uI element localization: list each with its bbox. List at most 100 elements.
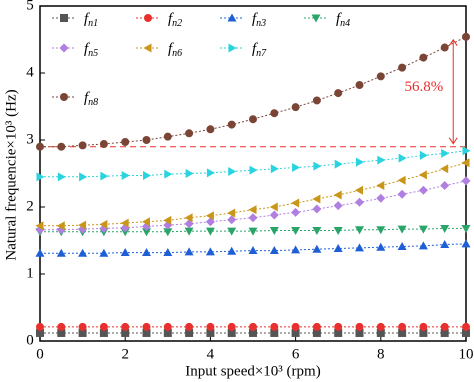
marker bbox=[355, 81, 364, 90]
marker bbox=[121, 171, 130, 181]
marker bbox=[462, 32, 470, 41]
marker bbox=[270, 322, 279, 331]
marker bbox=[56, 225, 66, 235]
legend-label: fn5 bbox=[84, 41, 98, 59]
marker bbox=[163, 132, 172, 141]
annotation: 56.8% bbox=[404, 79, 443, 95]
marker bbox=[205, 211, 214, 221]
marker bbox=[163, 248, 173, 257]
marker bbox=[36, 142, 44, 151]
marker bbox=[205, 247, 215, 256]
marker bbox=[185, 129, 194, 138]
marker bbox=[419, 53, 428, 62]
y-tick-label: 0 bbox=[26, 332, 34, 348]
marker bbox=[121, 138, 130, 147]
marker bbox=[120, 248, 130, 257]
legend-label: fn8 bbox=[84, 90, 98, 108]
marker bbox=[249, 322, 257, 331]
marker bbox=[397, 242, 407, 251]
marker bbox=[99, 328, 108, 337]
marker bbox=[355, 328, 364, 337]
marker bbox=[418, 185, 428, 195]
marker bbox=[333, 226, 343, 235]
legend-label: fn4 bbox=[336, 11, 350, 29]
marker bbox=[376, 72, 385, 81]
marker bbox=[59, 43, 69, 53]
marker bbox=[228, 43, 237, 53]
marker bbox=[142, 136, 151, 144]
marker bbox=[143, 43, 152, 53]
marker bbox=[440, 224, 450, 233]
marker bbox=[376, 193, 386, 203]
marker bbox=[269, 202, 278, 212]
marker bbox=[440, 43, 449, 52]
marker bbox=[144, 14, 152, 22]
y-tick-label: 2 bbox=[26, 198, 34, 214]
marker bbox=[311, 14, 321, 23]
x-tick-label: 6 bbox=[292, 346, 300, 362]
marker bbox=[440, 164, 449, 174]
marker bbox=[185, 328, 194, 337]
marker bbox=[397, 189, 407, 199]
marker bbox=[57, 322, 66, 331]
marker bbox=[142, 228, 151, 237]
x-tick-label: 0 bbox=[36, 346, 44, 362]
marker bbox=[398, 328, 407, 337]
marker bbox=[312, 96, 321, 105]
marker bbox=[164, 169, 173, 179]
marker bbox=[334, 89, 343, 98]
marker bbox=[419, 322, 428, 331]
marker bbox=[312, 322, 321, 331]
marker bbox=[60, 93, 68, 101]
marker bbox=[142, 217, 150, 227]
marker bbox=[35, 221, 44, 231]
plot-frame bbox=[39, 5, 467, 342]
marker bbox=[376, 181, 385, 191]
marker bbox=[333, 244, 343, 253]
marker bbox=[419, 328, 428, 337]
marker bbox=[121, 328, 130, 337]
marker bbox=[99, 248, 109, 257]
marker bbox=[227, 120, 236, 129]
y-tick-label: 3 bbox=[26, 131, 34, 147]
marker bbox=[398, 322, 407, 331]
marker bbox=[205, 227, 215, 236]
marker bbox=[227, 328, 236, 337]
marker bbox=[57, 172, 66, 182]
marker bbox=[270, 164, 279, 174]
marker bbox=[355, 322, 364, 331]
marker bbox=[206, 328, 215, 337]
marker bbox=[376, 242, 386, 251]
marker bbox=[355, 226, 364, 235]
marker bbox=[57, 328, 66, 337]
marker bbox=[227, 322, 236, 331]
legend-label: fn1 bbox=[84, 11, 98, 29]
marker bbox=[120, 218, 129, 228]
marker bbox=[78, 248, 88, 257]
marker bbox=[99, 219, 108, 229]
marker bbox=[56, 248, 66, 257]
marker bbox=[398, 63, 407, 72]
marker bbox=[419, 150, 428, 160]
marker bbox=[312, 194, 321, 204]
y-tick-label: 1 bbox=[26, 265, 34, 281]
marker bbox=[461, 224, 471, 233]
marker bbox=[57, 142, 66, 151]
marker bbox=[418, 225, 428, 234]
marker bbox=[184, 227, 194, 236]
marker bbox=[441, 148, 450, 158]
marker bbox=[461, 239, 471, 248]
marker bbox=[60, 14, 68, 22]
marker bbox=[249, 115, 257, 124]
marker bbox=[291, 198, 300, 208]
marker bbox=[227, 208, 236, 218]
marker bbox=[333, 201, 343, 211]
marker bbox=[291, 245, 301, 254]
marker bbox=[462, 322, 470, 331]
marker bbox=[249, 165, 258, 175]
marker bbox=[356, 157, 364, 167]
marker bbox=[36, 172, 45, 182]
marker bbox=[249, 328, 257, 337]
marker bbox=[462, 328, 470, 337]
marker bbox=[334, 328, 343, 337]
